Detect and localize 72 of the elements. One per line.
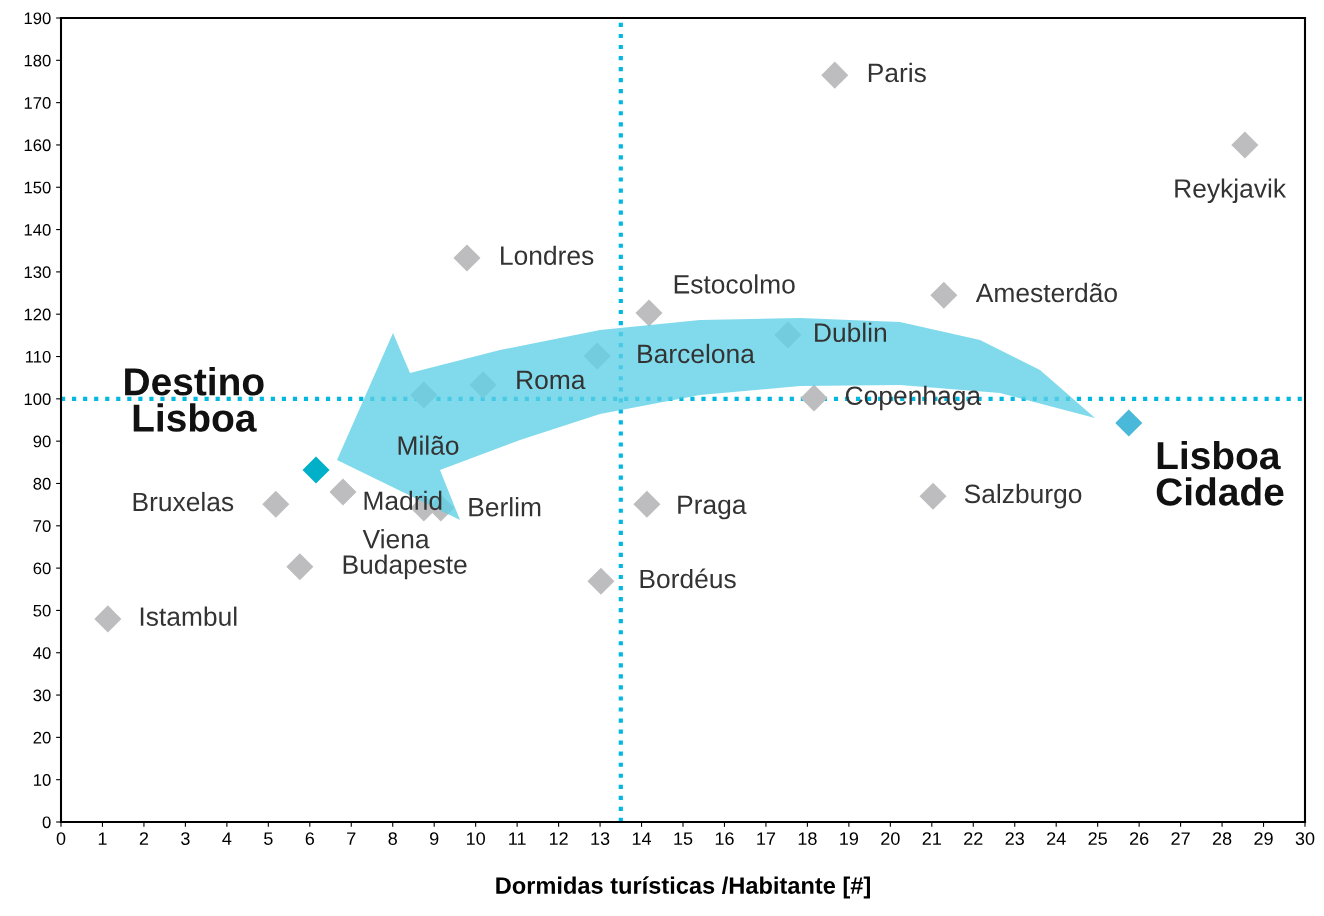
x-tick-label: 9: [430, 832, 439, 845]
y-tick-label: 70: [33, 520, 51, 532]
y-tick-label: 40: [33, 647, 51, 659]
y-tick-label: 110: [25, 350, 51, 363]
x-tick-label: 17: [757, 832, 776, 845]
annotation: Milão: [398, 435, 459, 455]
x-tick-label: 12: [549, 832, 568, 845]
x-tick-label: 18: [798, 832, 817, 845]
x-tick-label: 10: [467, 832, 485, 845]
y-tick-label: 80: [33, 477, 51, 490]
y-tick-label: 180: [24, 54, 51, 67]
x-tick-label: 6: [305, 832, 315, 845]
x-tick-label: 16: [715, 832, 734, 845]
annotation: Destino Lisboa: [125, 367, 264, 432]
y-tick-label: 90: [33, 435, 51, 448]
annotation: Estocolmo: [674, 274, 795, 294]
annotation: Bruxelas: [133, 491, 234, 512]
x-tick-label: 30: [1295, 832, 1315, 845]
annotation: Praga: [678, 495, 747, 520]
x-tick-label: 24: [1047, 832, 1066, 845]
annotation: Copenhaga: [845, 385, 982, 411]
annotation: Salzburgo: [964, 483, 1082, 509]
x-tick-label: 14: [632, 832, 652, 845]
y-tick-label: 190: [24, 12, 51, 25]
y-tick-label: 120: [24, 308, 51, 321]
y-tick-label: 100: [24, 393, 51, 406]
x-tick-label: 8: [388, 832, 397, 845]
x-tick-label: 29: [1254, 832, 1273, 845]
annotation: Roma: [517, 370, 586, 390]
x-tick-label: 21: [922, 832, 941, 845]
x-tick-label: 4: [222, 832, 232, 845]
x-tick-label: 22: [964, 832, 983, 845]
y-tick-label: 30: [33, 689, 51, 702]
annotation: Dublin: [815, 322, 887, 343]
x-tick-label: 5: [264, 832, 273, 845]
y-tick-label: 140: [24, 223, 51, 236]
y-tick-label: 0: [42, 816, 51, 829]
annotation: Barcelona: [638, 343, 755, 364]
x-tick-label: 25: [1088, 832, 1107, 845]
x-tick-label: 20: [881, 832, 900, 845]
annotation: Lisboa Cidade: [1156, 440, 1284, 506]
y-tick-label: 170: [24, 97, 51, 109]
x-tick-label: 0: [56, 832, 66, 845]
x-tick-label: 26: [1130, 832, 1149, 845]
y-tick-label: 130: [24, 266, 51, 279]
x-tick-label: 28: [1212, 832, 1232, 845]
x-tick-label: 27: [1171, 832, 1190, 845]
y-tick-label: 20: [33, 731, 51, 744]
y-tick-label: 160: [24, 139, 51, 152]
annotation: Bordéus: [640, 568, 736, 589]
annotation: Berlim: [469, 497, 541, 517]
annotation: Budapeste: [343, 554, 467, 580]
y-tick-label: 150: [24, 181, 51, 194]
x-tick-label: 1: [98, 832, 107, 845]
y-tick-label: 50: [33, 604, 51, 617]
annotation: Paris: [868, 62, 926, 83]
annotation: Amesterdão: [975, 282, 1117, 303]
annotation: Istambul: [140, 606, 237, 626]
x-tick-label: 23: [1005, 832, 1024, 845]
x-axis-title: Dormidas turísticas /Habitante [#]: [496, 876, 870, 899]
x-tick-label: 11: [509, 832, 526, 845]
annotation: Viena: [362, 529, 430, 549]
x-tick-label: 2: [139, 832, 149, 845]
x-tick-label: 3: [181, 832, 190, 845]
annotation: Londres: [501, 245, 594, 266]
x-tick-label: 13: [591, 832, 610, 845]
annotation: Reykjavik: [1175, 178, 1287, 204]
x-tick-label: 19: [840, 832, 859, 845]
y-tick-label: 60: [33, 562, 51, 575]
y-tick-label: 10: [34, 774, 51, 786]
x-tick-label: 15: [674, 832, 693, 845]
x-tick-label: 7: [347, 832, 356, 845]
